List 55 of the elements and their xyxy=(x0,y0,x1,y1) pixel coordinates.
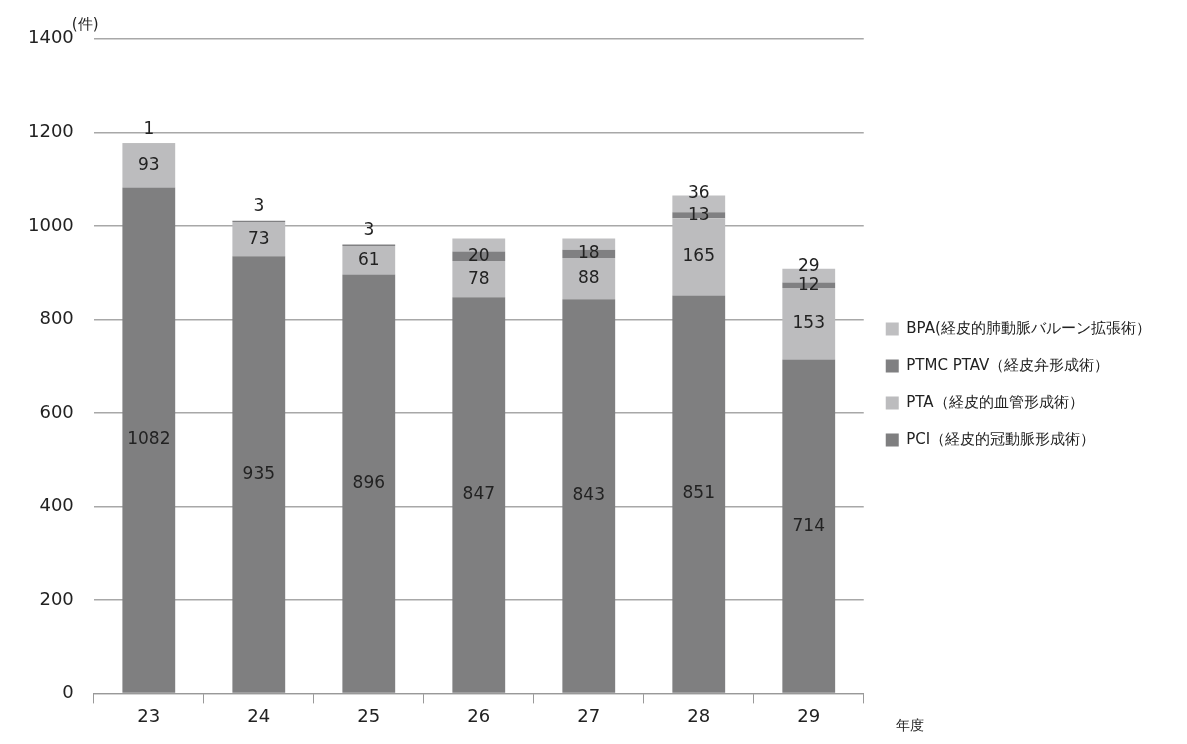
data-label: 896 xyxy=(352,471,386,492)
x-tick-label: 29 xyxy=(797,704,821,726)
data-label: 29 xyxy=(797,255,820,276)
data-label: 153 xyxy=(792,312,825,333)
data-label: 88 xyxy=(577,267,600,288)
bar xyxy=(122,144,176,188)
bar xyxy=(452,297,506,693)
data-label: 73 xyxy=(247,227,270,248)
legend-label: PTMC PTAV（経皮弁形成術） xyxy=(906,355,1110,374)
bar xyxy=(342,245,396,275)
y-tick-label: 600 xyxy=(39,400,74,422)
data-label: 3 xyxy=(253,195,265,216)
y-tick-label: 200 xyxy=(39,587,74,609)
x-tick-label: 25 xyxy=(357,704,381,726)
bar xyxy=(232,256,286,693)
data-label: 935 xyxy=(242,462,276,483)
data-label: 1082 xyxy=(127,428,171,449)
data-label: 847 xyxy=(462,483,496,504)
legend-label: BPA(経皮的肺動脈バルーン拡張術） xyxy=(906,318,1151,337)
data-label: 1 xyxy=(143,117,155,138)
x-tick-label: 24 xyxy=(247,704,271,726)
bar xyxy=(232,222,286,257)
data-label: 78 xyxy=(467,267,490,288)
data-label: 3 xyxy=(363,218,375,239)
y-tick-label: 1000 xyxy=(28,213,74,235)
bar xyxy=(782,359,836,693)
x-tick-label: 23 xyxy=(137,704,161,726)
legend-label: PTA（経皮的血管形成術） xyxy=(906,392,1084,411)
bar xyxy=(562,299,616,693)
data-label: 93 xyxy=(137,154,160,175)
bar xyxy=(672,218,726,296)
data-label: 165 xyxy=(682,245,715,266)
x-tick-label: 28 xyxy=(687,704,711,726)
bar xyxy=(122,187,176,693)
y-tick-label: 1400 xyxy=(28,26,74,48)
data-label: 714 xyxy=(792,514,825,535)
data-label: 20 xyxy=(467,244,490,265)
y-tick-label: 0 xyxy=(62,681,74,703)
bar xyxy=(672,295,726,693)
data-label: 36 xyxy=(687,181,710,202)
data-label: 61 xyxy=(357,248,380,269)
bar xyxy=(782,288,836,360)
bar xyxy=(562,258,616,300)
bar xyxy=(342,274,396,693)
x-tick-label: 26 xyxy=(467,704,491,726)
y-tick-label: 1200 xyxy=(28,119,74,141)
x-axis-title: 年度 xyxy=(895,717,924,734)
y-tick-label: 800 xyxy=(39,307,74,329)
data-label: 843 xyxy=(572,484,605,505)
legend-label: PCI（経皮的冠動脈形成術） xyxy=(906,429,1096,448)
x-tick-label: 27 xyxy=(577,704,601,726)
bar xyxy=(452,260,506,298)
y-axis-title: (件) xyxy=(71,14,99,33)
y-tick-label: 400 xyxy=(39,494,74,516)
data-label: 851 xyxy=(682,482,715,503)
